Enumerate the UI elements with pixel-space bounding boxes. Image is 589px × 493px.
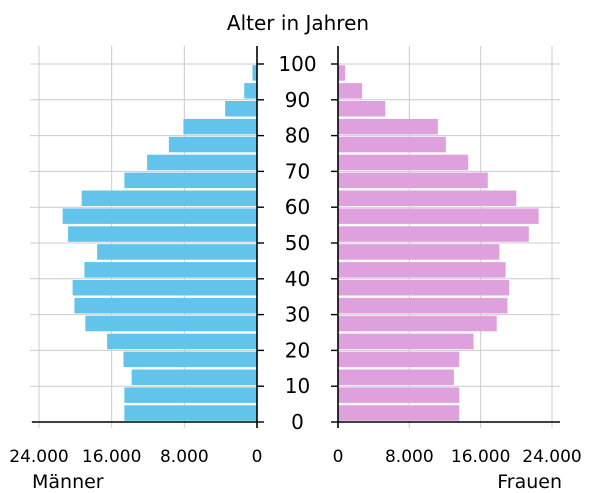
bar-women — [338, 387, 460, 403]
age-tick-label: 70 — [285, 159, 310, 183]
bar-women — [338, 297, 508, 314]
bar-women — [338, 351, 460, 368]
bar-men — [147, 154, 257, 171]
male-bars — [62, 65, 258, 421]
age-tick-label: 10 — [285, 374, 310, 398]
bar-men — [72, 280, 257, 296]
bar-men — [124, 172, 257, 189]
age-tick-label: 80 — [285, 124, 310, 148]
bar-men — [244, 83, 257, 99]
age-axis-labels: 0 10 20 30 40 50 60 70 80 90 100 — [278, 52, 316, 434]
bar-men — [123, 351, 257, 368]
axes — [32, 46, 560, 428]
bar-women — [338, 208, 539, 224]
grid-left — [30, 46, 257, 428]
legend-women: Frauen — [497, 471, 562, 493]
age-tick-label: 90 — [285, 88, 310, 112]
bar-women — [338, 101, 386, 117]
age-tick-label: 50 — [285, 231, 310, 255]
x-tick-label-women: 8.000 — [385, 447, 434, 467]
bar-men — [124, 387, 257, 403]
bar-women — [338, 172, 488, 189]
x-tick-label-women: 24.000 — [522, 447, 581, 467]
bar-women — [338, 405, 460, 421]
age-tick-label: 40 — [285, 267, 310, 291]
bar-women — [338, 65, 346, 81]
bar-men — [74, 297, 257, 314]
x-tick-label-women: 0 — [333, 447, 344, 467]
x-ticks-men: 24.000 16.000 8.000 0 — [9, 447, 262, 467]
bar-men — [97, 244, 257, 260]
chart-title: Alter in Jahren — [227, 11, 369, 35]
bar-men — [84, 262, 258, 278]
age-tick-label: 100 — [278, 52, 316, 76]
x-tick-label-men: 24.000 — [9, 447, 68, 467]
bar-women — [338, 315, 497, 332]
age-tick-label: 60 — [285, 195, 310, 219]
bar-women — [338, 118, 438, 135]
bar-women — [338, 280, 510, 296]
bar-women — [338, 190, 517, 206]
bar-men — [131, 369, 257, 385]
bar-men — [168, 136, 257, 153]
bar-men — [225, 101, 257, 117]
bar-men — [107, 333, 257, 350]
bar-women — [338, 226, 529, 242]
bar-women — [338, 262, 506, 278]
x-tick-label-men: 0 — [252, 447, 263, 467]
legend-men: Männer — [32, 471, 104, 493]
bar-men — [68, 226, 257, 242]
age-tick-label: 0 — [291, 410, 304, 434]
x-ticks-women: 0 8.000 16.000 24.000 — [333, 447, 582, 467]
bar-men — [62, 208, 257, 224]
bar-women — [338, 369, 454, 385]
age-tick-label: 30 — [285, 303, 310, 327]
bar-women — [338, 244, 500, 260]
bar-women — [338, 333, 474, 350]
bar-men — [81, 190, 257, 206]
bar-men — [124, 405, 257, 421]
bar-women — [338, 154, 469, 171]
bar-men — [183, 118, 257, 135]
bar-men — [252, 65, 257, 81]
bar-men — [85, 315, 257, 332]
age-tick-label: 20 — [285, 338, 310, 362]
x-tick-label-men: 16.000 — [82, 447, 141, 467]
bar-women — [338, 83, 363, 99]
bar-women — [338, 136, 446, 153]
female-bars — [338, 65, 539, 421]
x-tick-label-men: 8.000 — [160, 447, 209, 467]
x-tick-label-women: 16.000 — [451, 447, 510, 467]
